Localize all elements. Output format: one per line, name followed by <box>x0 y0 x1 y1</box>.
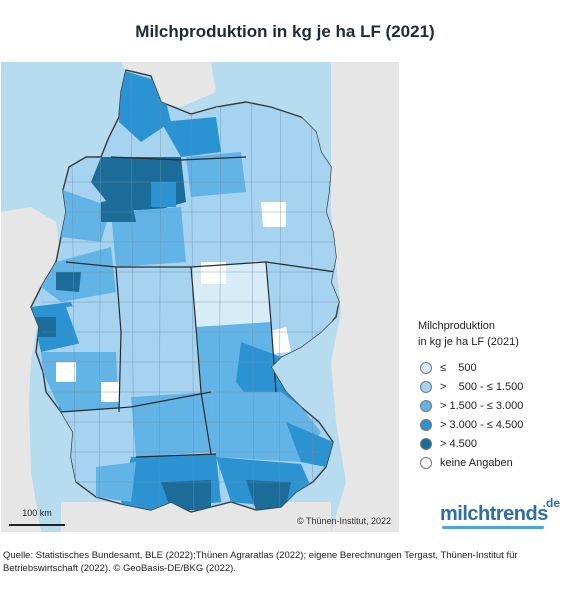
district-fills <box>31 70 339 512</box>
legend-item: > 1.500 - ≤ 3.000 <box>418 396 568 415</box>
logo-text: milchtrends <box>440 503 548 525</box>
scale-bar: 100 km <box>9 508 67 526</box>
legend-swatch <box>420 399 432 412</box>
source-line-2: Betriebswirtschaft (2022). © GeoBasis-DE… <box>3 563 236 574</box>
legend-title-line1: Milchproduktion <box>418 320 496 332</box>
legend-swatch <box>420 361 432 374</box>
legend-label: keine Angaben <box>440 456 513 469</box>
legend-item: > 3.000 - ≤ 4.500 <box>418 415 568 434</box>
germany-map <box>1 62 399 532</box>
scale-line <box>9 524 65 526</box>
legend-label: > 4.500 <box>440 437 478 450</box>
scale-label: 100 km <box>22 508 52 518</box>
legend-title-line2: in kg je ha LF (2021) <box>418 336 519 348</box>
neighbor-land <box>331 62 399 532</box>
map-panel[interactable]: 100 km © Thünen-Institut, 2022 <box>1 62 399 532</box>
source-note: Quelle: Statistisches Bundesamt, BLE (20… <box>3 549 563 575</box>
legend-item: keine Angaben <box>418 453 568 472</box>
legend-swatch <box>420 456 432 469</box>
legend-item: ≤ 500 <box>418 358 568 377</box>
milchtrends-logo[interactable]: milchtrends .de <box>440 496 560 529</box>
source-line-1: Quelle: Statistisches Bundesamt, BLE (20… <box>3 550 518 561</box>
map-copyright: © Thünen-Institut, 2022 <box>296 516 391 526</box>
legend-items: ≤ 500 > 500 - ≤ 1.500 > 1.500 - ≤ 3.000 > 3… <box>418 358 568 472</box>
legend-swatch <box>420 418 432 431</box>
legend-item: > 4.500 <box>418 434 568 453</box>
legend-swatch <box>420 380 432 393</box>
legend-label: > 3.000 - ≤ 4.500 <box>440 418 524 431</box>
legend-label: > 1.500 - ≤ 3.000 <box>440 399 524 412</box>
legend-item: > 500 - ≤ 1.500 <box>418 377 568 396</box>
logo-domain: .de <box>542 496 560 510</box>
logo-swoosh <box>442 526 544 529</box>
legend-label: ≤ 500 <box>440 361 477 374</box>
map-title: Milchproduktion in kg je ha LF (2021) <box>135 22 435 41</box>
legend: Milchproduktion in kg je ha LF (2021) ≤ … <box>418 318 568 472</box>
legend-swatch <box>420 437 432 450</box>
legend-label: > 500 - ≤ 1.500 <box>440 380 524 393</box>
